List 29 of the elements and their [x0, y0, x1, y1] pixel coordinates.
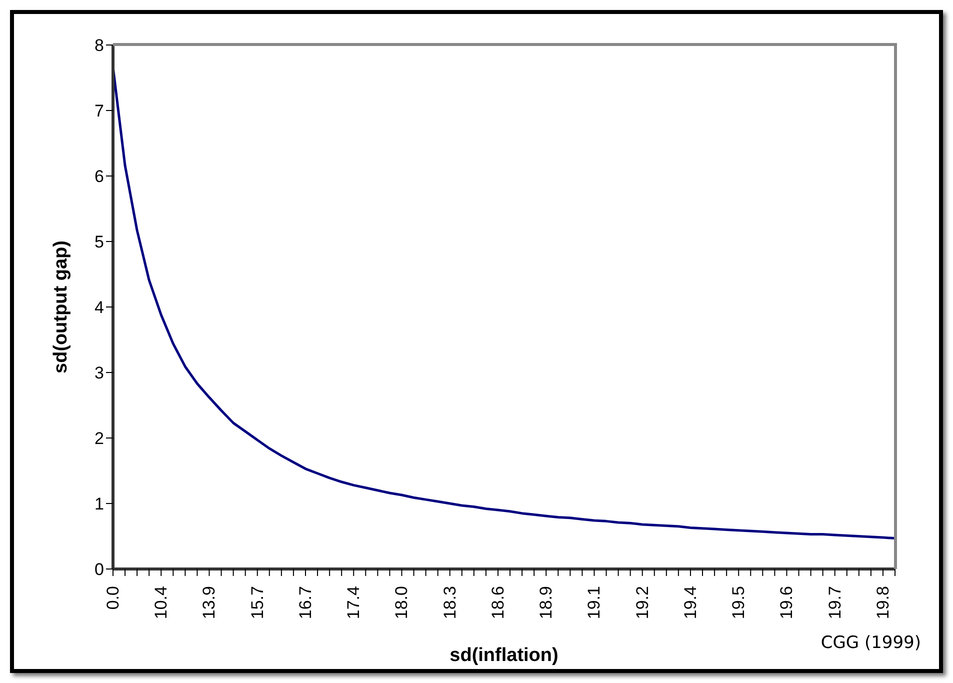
x-tick-label: 19.4 [680, 586, 700, 620]
y-tick-label: 1 [94, 494, 104, 514]
x-tick-label: 18.9 [536, 586, 556, 620]
y-axis-title: sd(output gap) [50, 240, 72, 374]
x-tick-label: 18.6 [488, 586, 508, 620]
x-tick-label: 19.8 [873, 586, 892, 620]
x-tick-label: 19.7 [825, 586, 844, 620]
x-tick-label: 18.3 [440, 586, 460, 620]
x-tick-label: 16.7 [296, 586, 315, 620]
y-tick-label: 4 [94, 298, 104, 318]
text: CGG (1999) [820, 633, 921, 653]
y-tick-label: 5 [94, 232, 104, 252]
x-tick-label: 17.4 [344, 586, 364, 620]
y-tick-label: 8 [94, 36, 104, 56]
y-tick-label: 2 [94, 429, 104, 448]
x-tick-label: 13.9 [200, 586, 219, 620]
x-axis-title: sd(inflation) [450, 645, 558, 666]
y-tick-label: 3 [94, 364, 104, 383]
y-tick-label: 6 [94, 167, 104, 186]
x-tick-label: 19.2 [632, 586, 652, 620]
x-tick-label: 15.7 [248, 586, 267, 620]
y-tick-label: 0 [94, 560, 104, 580]
x-tick-label: 0.0 [104, 586, 122, 610]
x-tick-label: 10.4 [152, 586, 171, 620]
y-tick-label: 7 [94, 102, 104, 121]
x-tick-label: 19.5 [729, 586, 748, 620]
x-tick-label: 19.1 [584, 586, 604, 620]
x-tick-label: 18.0 [392, 586, 412, 620]
x-tick-label: 19.6 [777, 586, 796, 620]
